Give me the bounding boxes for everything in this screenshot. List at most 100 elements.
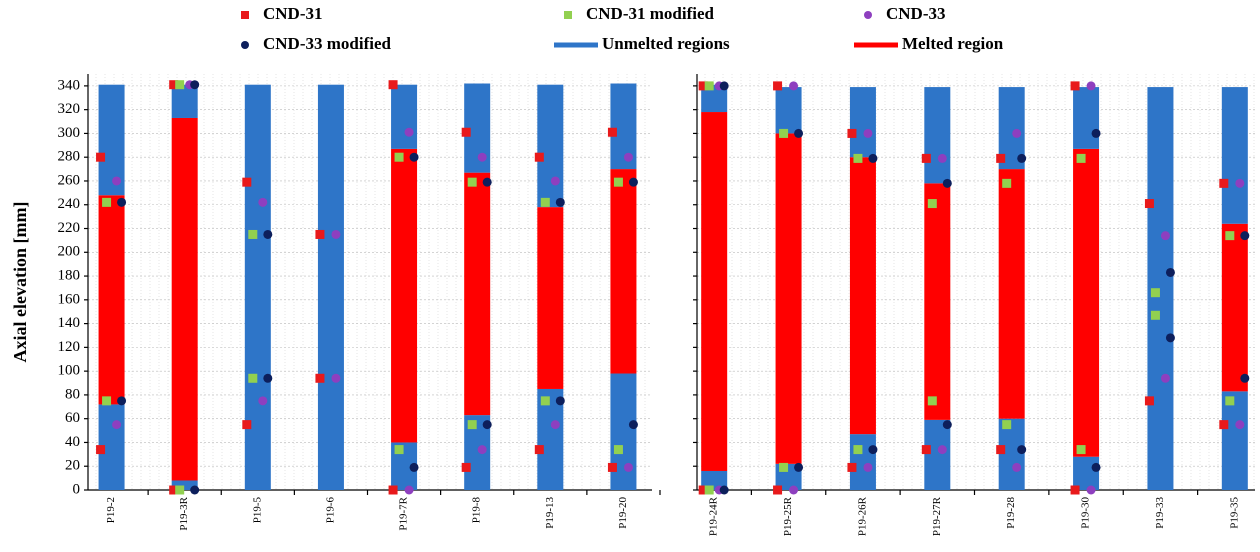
bar-segment bbox=[537, 207, 564, 389]
point bbox=[190, 80, 200, 90]
bar-segment bbox=[98, 195, 125, 405]
point bbox=[1086, 81, 1096, 91]
point bbox=[1086, 485, 1096, 495]
point bbox=[467, 420, 477, 430]
x-tick-label: P19-6 bbox=[324, 497, 336, 524]
point bbox=[1150, 288, 1160, 298]
point bbox=[242, 177, 252, 187]
y-tick-label: 20 bbox=[65, 458, 80, 474]
y-tick-label: 100 bbox=[58, 363, 81, 379]
point bbox=[1144, 396, 1154, 406]
y-tick-label: 300 bbox=[58, 125, 81, 141]
bar-segment bbox=[775, 87, 802, 134]
point bbox=[263, 373, 273, 383]
point bbox=[555, 396, 565, 406]
point bbox=[623, 152, 633, 162]
point bbox=[1219, 178, 1229, 188]
point bbox=[773, 81, 783, 91]
point bbox=[853, 153, 863, 163]
y-tick-label: 280 bbox=[58, 149, 81, 165]
y-tick-label: 140 bbox=[58, 315, 81, 331]
legend-marker bbox=[241, 11, 249, 19]
point bbox=[921, 445, 931, 455]
point bbox=[1144, 199, 1154, 209]
point bbox=[550, 176, 560, 186]
point bbox=[1165, 267, 1175, 277]
point bbox=[1225, 231, 1235, 241]
bar-segment bbox=[171, 84, 198, 118]
x-tick-label: P19-13 bbox=[544, 497, 556, 529]
point bbox=[623, 462, 633, 472]
x-tick-label: P19-35 bbox=[1228, 497, 1240, 529]
point bbox=[779, 462, 789, 472]
point bbox=[96, 445, 106, 455]
bar-segment bbox=[244, 84, 271, 490]
point bbox=[169, 80, 179, 90]
point bbox=[409, 152, 419, 162]
point bbox=[1235, 178, 1245, 188]
point bbox=[331, 373, 341, 383]
y-tick-label: 320 bbox=[58, 101, 81, 117]
legend-marker bbox=[564, 11, 572, 19]
y-tick-label: 80 bbox=[65, 386, 80, 402]
bar-segment bbox=[701, 112, 728, 471]
point bbox=[112, 176, 122, 186]
point bbox=[1240, 231, 1250, 241]
point bbox=[607, 127, 617, 137]
point bbox=[613, 445, 623, 455]
point bbox=[394, 445, 404, 455]
point bbox=[388, 485, 398, 495]
point bbox=[1150, 310, 1160, 320]
bar-segment bbox=[924, 87, 951, 184]
point bbox=[847, 128, 857, 138]
y-tick-label: 60 bbox=[65, 410, 80, 426]
point bbox=[482, 420, 492, 430]
point bbox=[404, 127, 414, 137]
point bbox=[613, 177, 623, 187]
point bbox=[102, 396, 112, 406]
point bbox=[937, 445, 947, 455]
point bbox=[1017, 153, 1027, 163]
bar-segment bbox=[1221, 391, 1248, 490]
point bbox=[794, 462, 804, 472]
point bbox=[1002, 420, 1012, 430]
legend-label: CND-31 bbox=[263, 4, 323, 23]
x-tick-label: P19-5 bbox=[251, 497, 263, 524]
point bbox=[102, 197, 112, 207]
bar-segment bbox=[391, 148, 418, 443]
bar-segment bbox=[171, 117, 198, 481]
point bbox=[550, 420, 560, 430]
x-tick-label: P19-28 bbox=[1005, 497, 1017, 529]
point bbox=[921, 153, 931, 163]
point bbox=[704, 485, 714, 495]
point bbox=[996, 445, 1006, 455]
bar-segment bbox=[610, 169, 637, 374]
point bbox=[863, 128, 873, 138]
point bbox=[388, 80, 398, 90]
bar-segment bbox=[391, 84, 418, 149]
bar-segment bbox=[1221, 223, 1248, 392]
point bbox=[868, 153, 878, 163]
bar-segment bbox=[998, 169, 1025, 419]
point bbox=[315, 373, 325, 383]
point bbox=[698, 81, 708, 91]
point bbox=[169, 485, 179, 495]
point bbox=[847, 462, 857, 472]
point bbox=[789, 81, 799, 91]
x-tick-label: P19-30 bbox=[1080, 497, 1092, 529]
bar-segment bbox=[610, 373, 637, 490]
point bbox=[409, 462, 419, 472]
point bbox=[1219, 420, 1229, 430]
point bbox=[1091, 462, 1101, 472]
bar-segment bbox=[1073, 456, 1100, 490]
legend-label: Unmelted regions bbox=[602, 34, 730, 53]
x-tick-label: P19-26R bbox=[856, 496, 868, 536]
y-tick-label: 40 bbox=[65, 434, 80, 450]
point bbox=[263, 229, 273, 239]
y-tick-label: 200 bbox=[58, 244, 81, 260]
y-tick-label: 180 bbox=[58, 267, 81, 283]
y-tick-label: 240 bbox=[58, 196, 81, 212]
point bbox=[719, 81, 729, 91]
point bbox=[1070, 485, 1080, 495]
point bbox=[1160, 373, 1170, 383]
